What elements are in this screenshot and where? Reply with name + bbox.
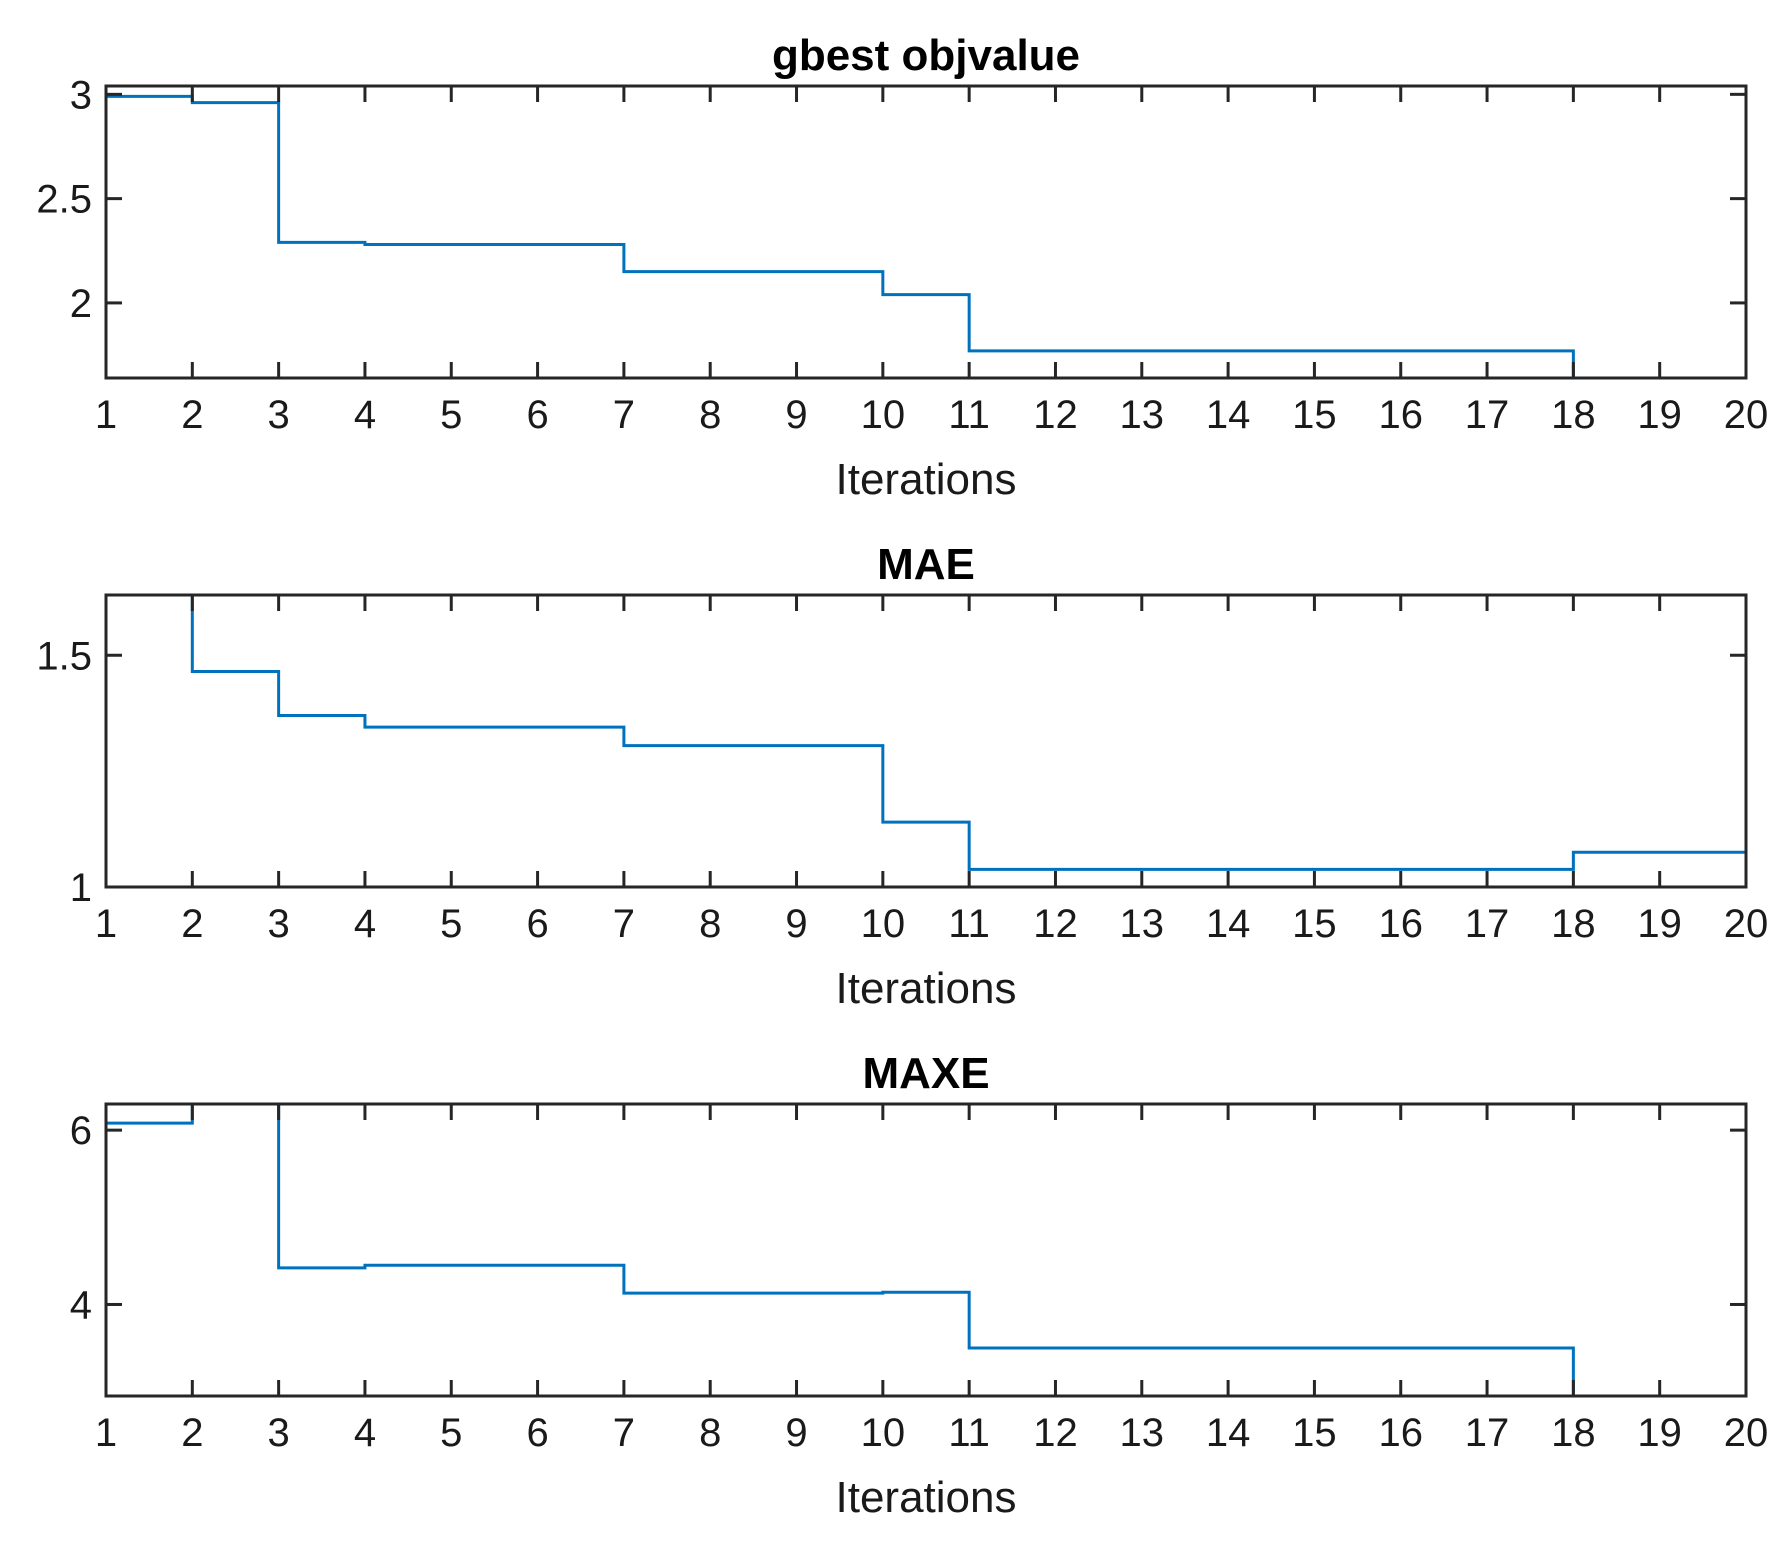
chart0-xtick-label: 1 [95, 393, 117, 437]
chart1-xtick-label: 1 [95, 902, 117, 946]
chart1-xtick-label: 5 [440, 902, 462, 946]
chart1-xtick-label: 6 [526, 902, 548, 946]
chart0-ytick-label: 3 [70, 73, 92, 117]
chart0-xtick-label: 10 [861, 393, 906, 437]
chart0-xtick-label: 7 [613, 393, 635, 437]
chart0-ytick-label: 2 [70, 282, 92, 326]
chart1-series-line-0 [106, 593, 1746, 871]
chart1-ytick-label: 1.5 [36, 634, 92, 678]
chart0-xtick-label: 6 [526, 393, 548, 437]
chart1-title: MAE [877, 540, 975, 589]
chart1-xtick-label: 12 [1033, 902, 1078, 946]
chart0-xtick-label: 8 [699, 393, 721, 437]
chart1-xtick-label: 8 [699, 902, 721, 946]
chart1-xtick-label: 18 [1551, 902, 1596, 946]
chart2-xtick-label: 15 [1292, 1411, 1337, 1455]
chart2-title: MAXE [862, 1049, 989, 1098]
chart2-xlabel: Iterations [836, 1473, 1017, 1522]
chart0-xtick-label: 4 [354, 393, 376, 437]
chart1-axes-box [104, 593, 1748, 889]
chart2-xtick-label: 1 [95, 1411, 117, 1455]
chart2-xtick-label: 2 [181, 1411, 203, 1455]
chart0-xlabel: Iterations [836, 455, 1017, 504]
chart1-xtick-label: 10 [861, 902, 906, 946]
chart0-title: gbest objvalue [772, 31, 1080, 80]
chart1-xtick-label: 14 [1206, 902, 1251, 946]
chart0-xtick-label: 5 [440, 393, 462, 437]
chart2-xtick-label: 18 [1551, 1411, 1596, 1455]
chart2-xtick-label: 10 [861, 1411, 906, 1455]
chart2-xtick-label: 20 [1724, 1411, 1769, 1455]
chart2-xtick-label: 17 [1465, 1411, 1510, 1455]
chart2-series-line-0 [106, 1102, 1746, 1398]
chart0-xtick-label: 11 [948, 393, 990, 437]
chart2-xtick-label: 19 [1637, 1411, 1682, 1455]
chart2-xtick-label: 8 [699, 1411, 721, 1455]
chart2-axes-box [104, 1102, 1748, 1398]
chart2-xtick-label: 7 [613, 1411, 635, 1455]
chart1-xtick-label: 4 [354, 902, 376, 946]
chart1-xtick-label: 13 [1120, 902, 1165, 946]
chart2-ytick-label: 6 [70, 1109, 92, 1153]
chart2-xtick-label: 3 [268, 1411, 290, 1455]
chart2-xtick-label: 12 [1033, 1411, 1078, 1455]
chart2-xtick-label: 6 [526, 1411, 548, 1455]
chart0-xtick-label: 20 [1724, 393, 1769, 437]
chart0-xtick-label: 19 [1637, 393, 1682, 437]
chart1-xtick-label: 3 [268, 902, 290, 946]
chart0-xtick-label: 2 [181, 393, 203, 437]
chart0-ytick-label: 2.5 [36, 178, 92, 222]
chart2-ytick-label: 4 [70, 1283, 92, 1327]
chart0-xtick-label: 9 [785, 393, 807, 437]
chart1-xtick-label: 17 [1465, 902, 1510, 946]
chart1-xlabel: Iterations [836, 964, 1017, 1013]
chart1-ytick-label: 1 [70, 866, 92, 910]
chart0-xtick-label: 13 [1120, 393, 1165, 437]
chart2-xtick-label: 5 [440, 1411, 462, 1455]
chart0-xtick-label: 15 [1292, 393, 1337, 437]
chart1-xtick-label: 15 [1292, 902, 1337, 946]
chart2-xtick-label: 9 [785, 1411, 807, 1455]
chart1-xtick-label: 9 [785, 902, 807, 946]
chart1-xtick-label: 20 [1724, 902, 1769, 946]
chart0-xtick-label: 12 [1033, 393, 1078, 437]
chart1-xtick-label: 19 [1637, 902, 1682, 946]
chart0-xtick-label: 16 [1378, 393, 1423, 437]
chart1-xtick-label: 7 [613, 902, 635, 946]
chart2-xtick-label: 4 [354, 1411, 376, 1455]
chart0-axes-box [104, 84, 1748, 380]
chart2-xtick-label: 13 [1120, 1411, 1165, 1455]
chart2-xtick-label: 14 [1206, 1411, 1251, 1455]
chart0-xtick-label: 14 [1206, 393, 1251, 437]
chart2-xtick-label: 11 [948, 1411, 990, 1455]
chart0-series-line-0 [106, 94, 1746, 380]
chart1-xtick-label: 2 [181, 902, 203, 946]
chart2-xtick-label: 16 [1378, 1411, 1423, 1455]
chart1-xtick-label: 11 [948, 902, 990, 946]
chart0-xtick-label: 18 [1551, 393, 1596, 437]
chart0-xtick-label: 17 [1465, 393, 1510, 437]
chart0-xtick-label: 3 [268, 393, 290, 437]
chart1-xtick-label: 16 [1378, 902, 1423, 946]
